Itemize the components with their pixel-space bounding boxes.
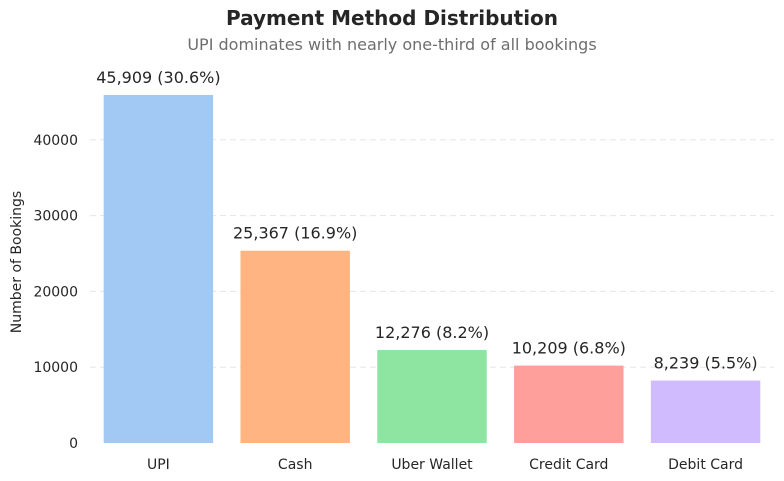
- bars: [103, 95, 761, 443]
- x-axis-ticks: UPI Cash Uber Wallet Credit Card Debit Card: [147, 457, 743, 473]
- data-label: 8,239 (5.5%): [654, 354, 758, 373]
- bar-cash: [240, 250, 350, 443]
- data-label: 10,209 (6.8%): [512, 339, 626, 358]
- x-tick-label: Uber Wallet: [391, 457, 473, 473]
- bar-debit-card: [650, 380, 761, 443]
- bar-uber-wallet: [377, 349, 487, 443]
- x-tick-label: UPI: [147, 457, 170, 473]
- data-label: 25,367 (16.9%): [233, 224, 357, 243]
- chart-subtitle: UPI dominates with nearly one-third of a…: [187, 35, 597, 54]
- y-axis-ticks: 0 10000 20000 30000 40000: [33, 133, 78, 452]
- x-tick-label: Credit Card: [529, 457, 608, 473]
- y-axis-label: Number of Bookings: [9, 191, 25, 333]
- y-tick-label: 30000: [33, 209, 78, 225]
- y-tick-label: 10000: [33, 360, 78, 376]
- x-tick-label: Cash: [278, 457, 313, 473]
- bar-upi: [103, 95, 214, 443]
- data-labels: 45,909 (30.6%) 25,367 (16.9%) 12,276 (8.2%…: [96, 68, 757, 373]
- x-tick-label: Debit Card: [668, 457, 743, 473]
- bar-credit-card: [514, 365, 624, 443]
- y-tick-label: 0: [69, 436, 78, 452]
- chart-title: Payment Method Distribution: [225, 6, 559, 30]
- data-label: 12,276 (8.2%): [375, 323, 489, 342]
- y-tick-label: 20000: [33, 284, 78, 300]
- y-tick-label: 40000: [33, 133, 78, 149]
- data-label: 45,909 (30.6%): [96, 68, 220, 87]
